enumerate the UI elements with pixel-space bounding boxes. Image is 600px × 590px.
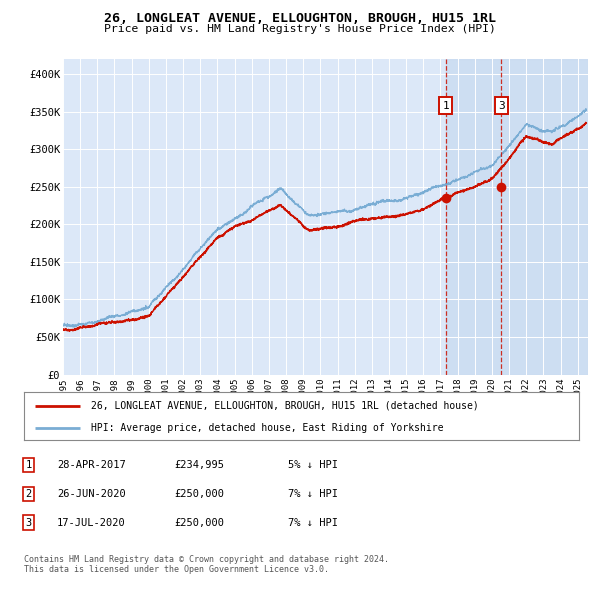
Text: 3: 3 (26, 518, 32, 527)
Text: 2: 2 (26, 489, 32, 499)
Text: 26, LONGLEAT AVENUE, ELLOUGHTON, BROUGH, HU15 1RL: 26, LONGLEAT AVENUE, ELLOUGHTON, BROUGH,… (104, 12, 496, 25)
Text: 1: 1 (26, 460, 32, 470)
Text: 26-JUN-2020: 26-JUN-2020 (57, 489, 126, 499)
Text: £250,000: £250,000 (174, 518, 224, 527)
Text: 17-JUL-2020: 17-JUL-2020 (57, 518, 126, 527)
Text: HPI: Average price, detached house, East Riding of Yorkshire: HPI: Average price, detached house, East… (91, 423, 443, 432)
Text: 26, LONGLEAT AVENUE, ELLOUGHTON, BROUGH, HU15 1RL (detached house): 26, LONGLEAT AVENUE, ELLOUGHTON, BROUGH,… (91, 401, 478, 411)
Text: £250,000: £250,000 (174, 489, 224, 499)
Text: 7% ↓ HPI: 7% ↓ HPI (288, 518, 338, 527)
Text: 7% ↓ HPI: 7% ↓ HPI (288, 489, 338, 499)
Text: 3: 3 (498, 101, 505, 110)
Text: Price paid vs. HM Land Registry's House Price Index (HPI): Price paid vs. HM Land Registry's House … (104, 24, 496, 34)
Text: Contains HM Land Registry data © Crown copyright and database right 2024.
This d: Contains HM Land Registry data © Crown c… (24, 555, 389, 574)
Text: 28-APR-2017: 28-APR-2017 (57, 460, 126, 470)
Text: 5% ↓ HPI: 5% ↓ HPI (288, 460, 338, 470)
Text: 1: 1 (443, 101, 449, 110)
Bar (446, 59, 588, 375)
Text: £234,995: £234,995 (174, 460, 224, 470)
